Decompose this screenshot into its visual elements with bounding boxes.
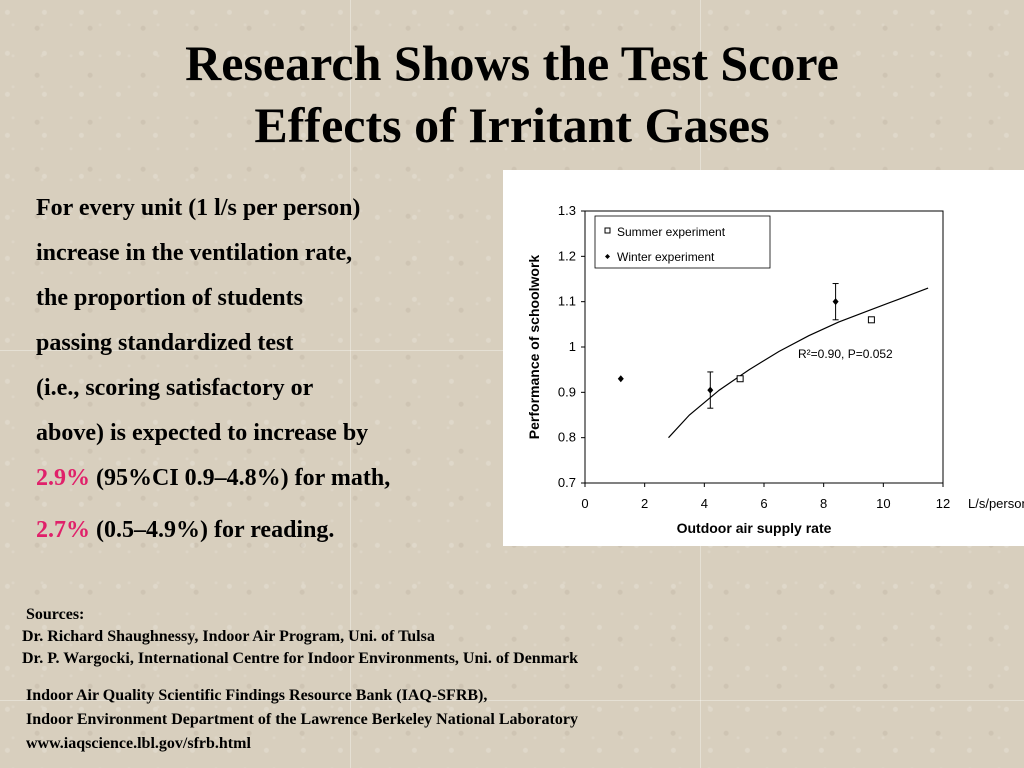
legend-label-winter: Winter experiment — [617, 250, 715, 264]
source-item: Dr. P. Wargocki, International Centre fo… — [22, 650, 579, 667]
data-points-group — [604, 227, 875, 409]
math-percentage: 2.9% — [36, 465, 90, 491]
references-block: Indoor Air Quality Scientific Findings R… — [26, 684, 578, 756]
x-tick-label: 12 — [936, 496, 950, 511]
body-line: the proportion of students — [36, 285, 303, 311]
y-tick-label: 1.2 — [558, 248, 576, 263]
fit-curve — [668, 287, 929, 439]
body-text: For every unit (1 l/s per person) increa… — [36, 186, 506, 553]
reference-item: Indoor Air Quality Scientific Findings R… — [26, 687, 488, 704]
background-seam — [0, 700, 1024, 701]
x-tick-label: 10 — [876, 496, 890, 511]
y-tick-label: 0.9 — [558, 384, 576, 399]
sources-heading: Sources: — [26, 606, 85, 623]
title-line-2: Effects of Irritant Gases — [254, 97, 770, 153]
slide-title: Research Shows the Test Score Effects of… — [0, 32, 1024, 156]
summer-point — [736, 375, 744, 383]
title-line-1: Research Shows the Test Score — [185, 35, 839, 91]
y-tick-label: 1 — [569, 339, 576, 354]
body-line-math: 2.9% (95%CI 0.9–4.8%) for math, — [36, 456, 506, 501]
legend-label-summer: Summer experiment — [617, 225, 726, 239]
body-line: For every unit (1 l/s per person) — [36, 195, 361, 221]
body-line: passing standardized test — [36, 330, 294, 356]
x-axis-label: Outdoor air supply rate — [677, 520, 832, 536]
body-line: above) is expected to increase by — [36, 420, 369, 446]
reading-detail: (0.5–4.9%) for reading. — [90, 517, 335, 543]
x-tick-label: 6 — [760, 496, 767, 511]
winter-point — [617, 375, 624, 383]
body-line: (i.e., scoring satisfactory or — [36, 375, 314, 401]
body-line-reading: 2.7% (0.5–4.9%) for reading. — [36, 508, 506, 553]
x-tick-label: 8 — [820, 496, 827, 511]
y-tick-label: 0.8 — [558, 430, 576, 445]
x-tick-label: 0 — [581, 496, 588, 511]
y-tick-label: 1.3 — [558, 203, 576, 218]
chart-axes — [581, 210, 944, 487]
math-detail: (95%CI 0.9–4.8%) for math, — [90, 465, 391, 491]
source-item: Dr. Richard Shaughnessy, Indoor Air Prog… — [22, 628, 435, 645]
summer-point — [867, 316, 875, 324]
reference-url[interactable]: www.iaqscience.lbl.gov/sfrb.html — [26, 735, 251, 752]
legend-marker-winter — [605, 254, 610, 259]
fit-annotation: R²=0.90, P=0.052 — [798, 347, 893, 361]
chart-panel: 0.7 0.8 0.9 1 1.1 1.2 1.3 0 2 4 6 8 10 12 L/s/person Ou… — [503, 170, 1024, 546]
background-seam — [350, 0, 351, 768]
legend-marker-summer — [604, 227, 611, 234]
chart-labels-group: 0.7 0.8 0.9 1 1.1 1.2 1.3 0 2 4 6 8 10 12 L/s/person Ou… — [526, 203, 1024, 536]
sources-block: Sources: Dr. Richard Shaughnessy, Indoor… — [22, 604, 578, 670]
legend-box — [594, 215, 771, 269]
x-tick-label: 2 — [641, 496, 648, 511]
x-unit-label: L/s/person — [968, 496, 1024, 511]
x-tick-label: 4 — [701, 496, 708, 511]
reading-percentage: 2.7% — [36, 517, 90, 543]
y-tick-label: 1.1 — [558, 294, 576, 309]
body-line: increase in the ventilation rate, — [36, 240, 353, 266]
reference-item: Indoor Environment Department of the Law… — [26, 711, 578, 728]
fit-curve-group — [668, 287, 929, 439]
y-axis-label: Performance of schoolwork — [526, 255, 542, 440]
y-tick-label: 0.7 — [558, 475, 576, 490]
performance-chart: 0.7 0.8 0.9 1 1.1 1.2 1.3 0 2 4 6 8 10 12 L/s/person Ou… — [526, 203, 1024, 536]
winter-point — [832, 298, 839, 306]
winter-point — [707, 386, 714, 394]
